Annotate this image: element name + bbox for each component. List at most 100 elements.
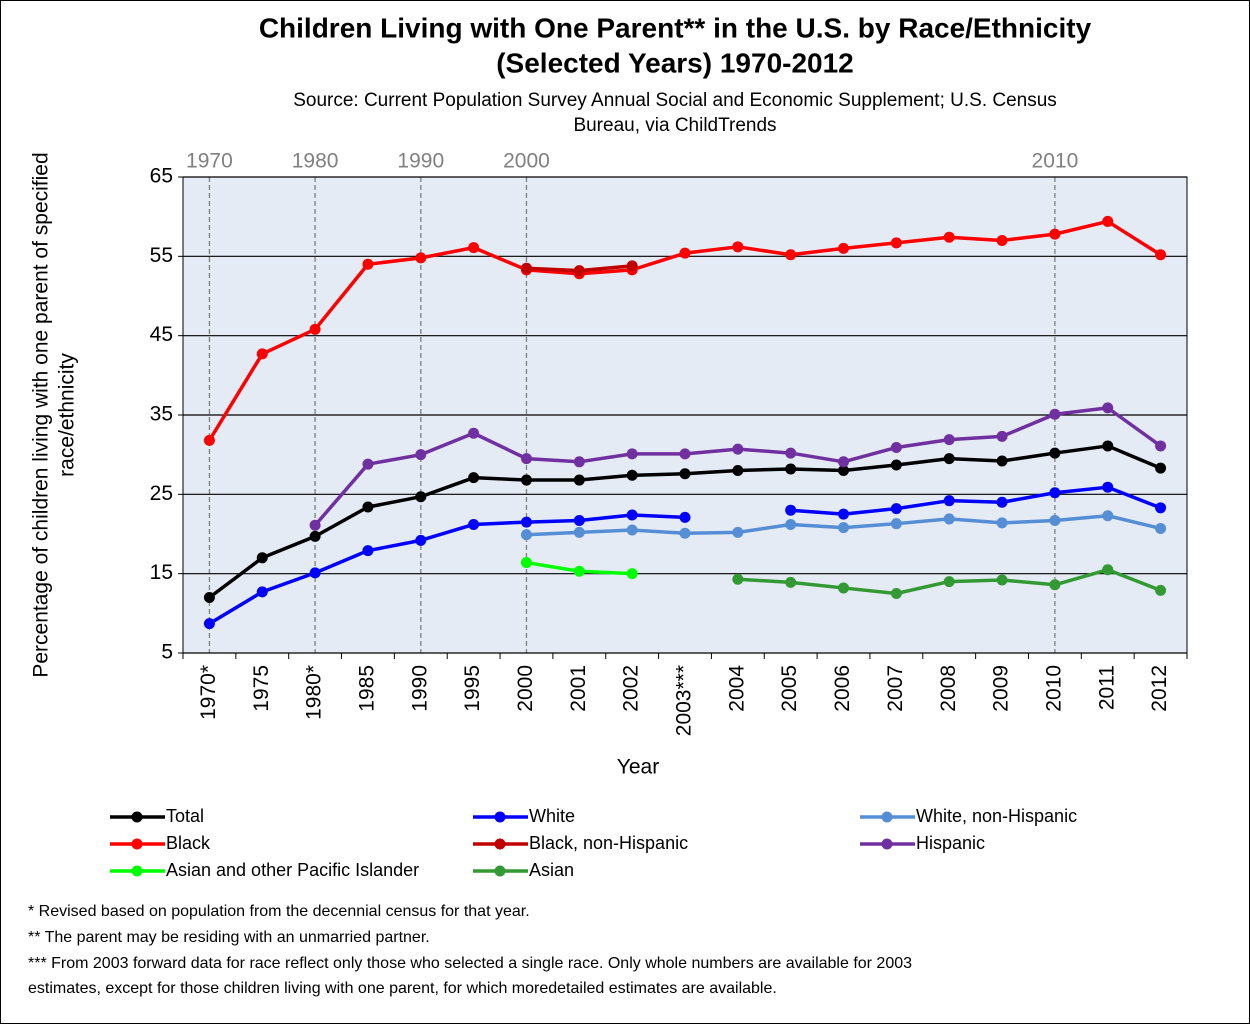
x-tick-label: 1995 bbox=[461, 665, 484, 712]
legend-label: White bbox=[529, 806, 575, 826]
data-point bbox=[626, 509, 638, 521]
data-point bbox=[573, 515, 585, 527]
data-point bbox=[679, 527, 691, 539]
data-point bbox=[520, 474, 532, 486]
data-point bbox=[890, 588, 902, 599]
subtitle: Bureau, via ChildTrends bbox=[573, 115, 776, 136]
data-point bbox=[362, 258, 374, 270]
data-point bbox=[679, 448, 691, 460]
legend-marker bbox=[494, 865, 506, 877]
data-point bbox=[1155, 440, 1167, 452]
data-point bbox=[203, 618, 215, 630]
footnote: ** The parent may be residing with an un… bbox=[28, 929, 430, 946]
data-point bbox=[890, 442, 902, 454]
data-point bbox=[468, 472, 480, 484]
data-point bbox=[573, 456, 585, 468]
decade-label: 2000 bbox=[503, 150, 550, 173]
data-point bbox=[468, 427, 480, 439]
data-point bbox=[1049, 228, 1061, 240]
data-point bbox=[785, 576, 797, 588]
data-point bbox=[415, 534, 427, 546]
data-point bbox=[573, 474, 585, 486]
legend-marker bbox=[131, 811, 143, 823]
data-point bbox=[996, 496, 1008, 508]
x-tick-label: 2002 bbox=[620, 665, 643, 712]
data-point bbox=[309, 323, 321, 335]
series-line bbox=[208, 513, 686, 626]
data-point bbox=[838, 456, 850, 468]
y-tick-label: 25 bbox=[150, 482, 173, 505]
x-tick-label: 1985 bbox=[355, 665, 378, 712]
data-point bbox=[1102, 481, 1114, 493]
data-point bbox=[520, 453, 532, 465]
data-point bbox=[256, 552, 268, 564]
decade-label: 1990 bbox=[397, 150, 444, 173]
x-tick-label: 2003*** bbox=[673, 665, 696, 736]
x-tick-label: 1970* bbox=[197, 665, 220, 720]
data-point bbox=[520, 557, 532, 569]
x-tick-label: 2008 bbox=[937, 665, 960, 712]
legend-label: Black bbox=[166, 833, 211, 853]
data-point bbox=[996, 517, 1008, 529]
data-point bbox=[1102, 215, 1114, 227]
y-tick-label: 35 bbox=[150, 403, 173, 426]
data-point bbox=[890, 518, 902, 530]
data-point bbox=[415, 449, 427, 461]
data-point bbox=[309, 530, 321, 542]
data-point bbox=[573, 265, 585, 277]
chart-title: (Selected Years) 1970-2012 bbox=[496, 47, 854, 78]
legend-label: Black, non-Hispanic bbox=[529, 833, 688, 853]
data-point bbox=[520, 516, 532, 528]
data-point bbox=[838, 522, 850, 534]
data-point bbox=[785, 463, 797, 475]
data-point bbox=[1155, 522, 1167, 534]
legend-marker bbox=[881, 838, 893, 850]
data-point bbox=[362, 458, 374, 470]
legend-marker bbox=[131, 865, 143, 877]
data-point bbox=[362, 545, 374, 557]
data-point bbox=[890, 503, 902, 515]
data-point bbox=[679, 511, 691, 523]
legend-label: Total bbox=[166, 806, 204, 826]
data-point bbox=[679, 468, 691, 480]
data-point bbox=[1155, 462, 1167, 474]
plot-border bbox=[182, 176, 1188, 654]
x-tick-label: 1990 bbox=[408, 665, 431, 712]
y-tick-label: 45 bbox=[150, 323, 173, 346]
data-point bbox=[996, 574, 1008, 586]
data-point bbox=[996, 234, 1008, 246]
data-point bbox=[890, 459, 902, 471]
x-tick-label: 2005 bbox=[778, 665, 801, 712]
legend-label: White, non-Hispanic bbox=[916, 806, 1077, 826]
data-point bbox=[943, 513, 955, 525]
y-axis-label: Percentage of children living with one p… bbox=[30, 152, 53, 677]
data-point bbox=[943, 453, 955, 465]
data-point bbox=[573, 565, 585, 577]
data-point bbox=[785, 504, 797, 516]
decade-label: 1970 bbox=[186, 150, 233, 173]
data-point bbox=[362, 501, 374, 513]
data-point bbox=[1155, 584, 1167, 596]
legend-label: Asian bbox=[529, 860, 574, 880]
series-line bbox=[790, 485, 1162, 516]
y-tick-label: 5 bbox=[161, 641, 173, 664]
data-point bbox=[943, 434, 955, 446]
data-point bbox=[256, 348, 268, 360]
decade-label: 2010 bbox=[1032, 150, 1079, 173]
data-point bbox=[679, 247, 691, 259]
data-point bbox=[785, 518, 797, 530]
data-point bbox=[1102, 564, 1114, 576]
x-tick-label: 2012 bbox=[1148, 665, 1171, 712]
x-tick-label: 2009 bbox=[990, 665, 1013, 712]
data-point bbox=[203, 434, 215, 446]
y-tick-label: 55 bbox=[150, 244, 173, 267]
data-point bbox=[1155, 502, 1167, 514]
data-point bbox=[1049, 487, 1061, 499]
data-point bbox=[415, 252, 427, 264]
data-point bbox=[626, 260, 638, 272]
decade-label: 1980 bbox=[292, 150, 339, 173]
y-tick-label: 15 bbox=[150, 561, 173, 584]
data-point bbox=[309, 567, 321, 579]
data-point bbox=[1102, 440, 1114, 452]
data-point bbox=[890, 237, 902, 249]
